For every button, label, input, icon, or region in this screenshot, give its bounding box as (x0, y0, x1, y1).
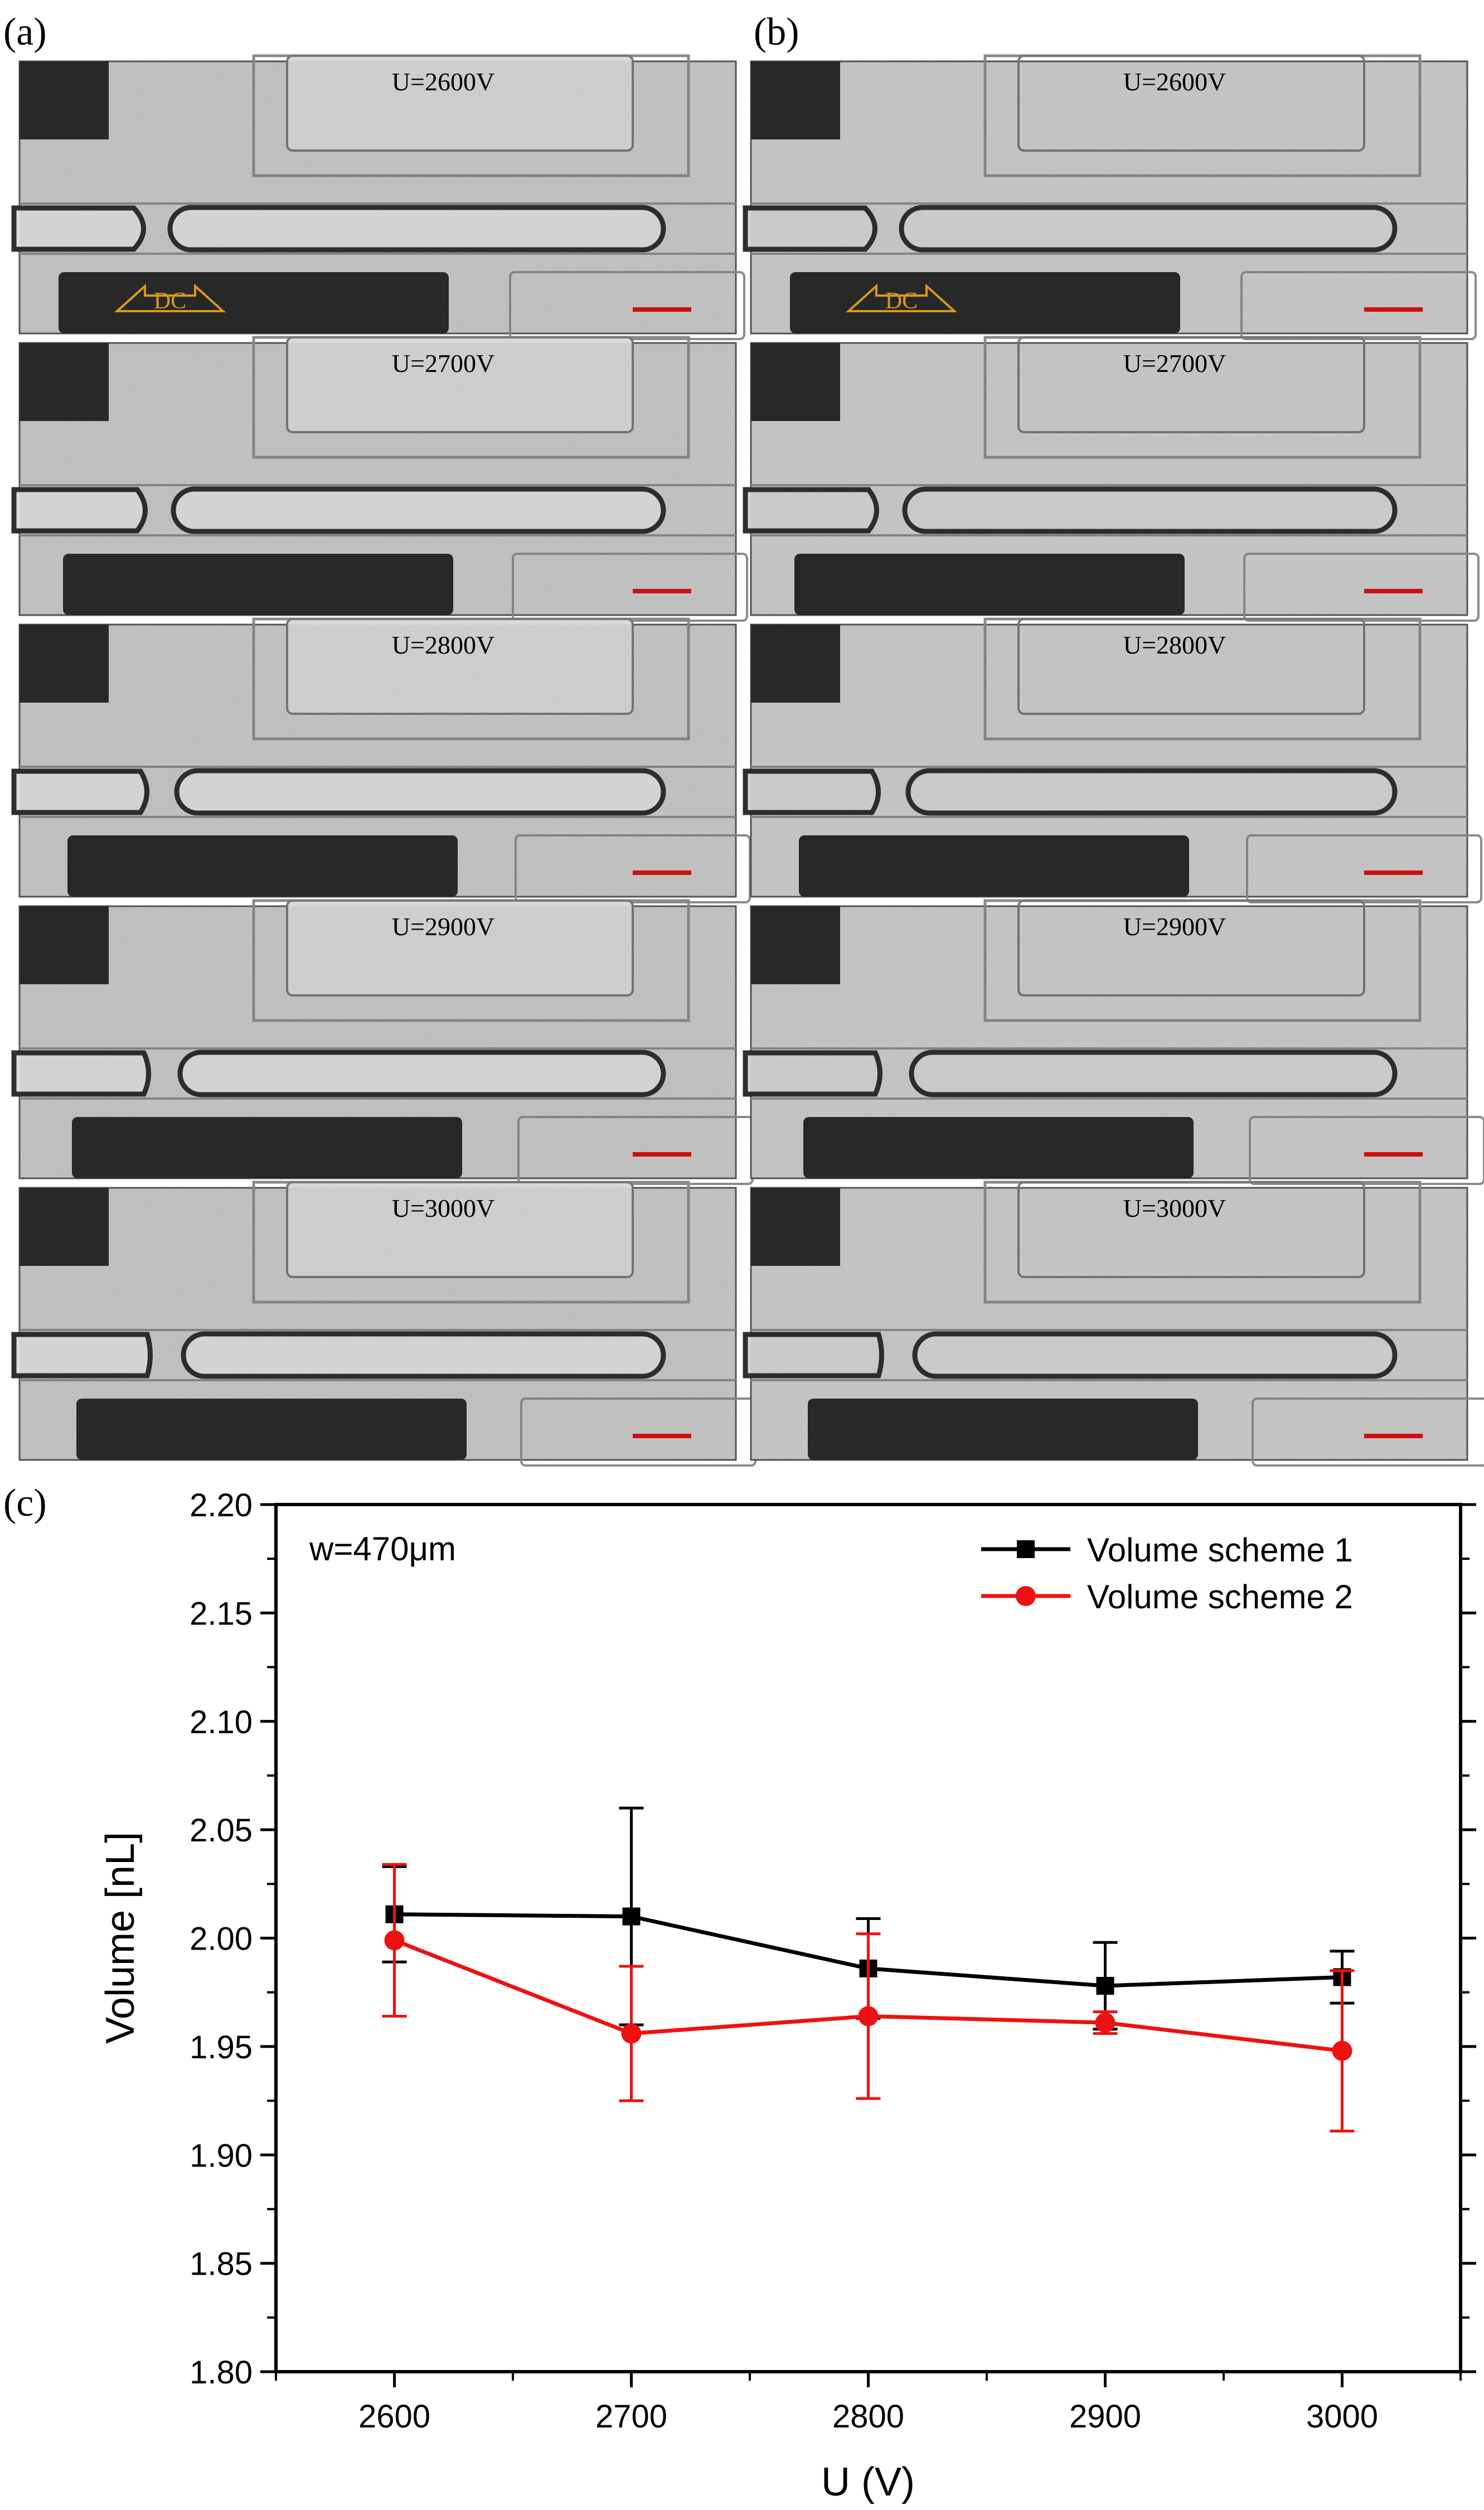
micrograph-a-4: U=3000V (11, 1181, 756, 1467)
panel-a-label: (a) (3, 11, 47, 54)
annotation-width: w=470μm (309, 1530, 456, 1568)
voltage-label: U=3000V (392, 1194, 494, 1222)
dc-label: DC (885, 288, 918, 314)
voltage-label: U=3000V (1123, 1194, 1226, 1222)
voltage-label: U=2600V (1123, 67, 1226, 96)
scale-bar (1364, 870, 1423, 875)
data-point (1096, 1977, 1114, 1995)
y-axis-label: Volume [nL] (98, 1832, 143, 2044)
x-axis-label: U (V) (821, 2460, 915, 2504)
micrograph-a-2: U=2800V (11, 617, 751, 903)
voltage-label: U=2700V (1123, 349, 1226, 378)
y-tick-label: 2.20 (190, 1487, 253, 1524)
micrograph-b-2: U=2800V (743, 617, 1482, 903)
panel-b-label: (b) (754, 11, 799, 54)
texture-overlay (20, 61, 736, 333)
panel-c-label: (c) (3, 1482, 47, 1525)
x-tick-label: 2800 (832, 2398, 904, 2435)
dc-label: DC (154, 288, 186, 314)
scale-bar (633, 870, 691, 875)
legend: Volume scheme 1 Volume scheme 2 (981, 1531, 1353, 1616)
texture-overlay (751, 343, 1467, 615)
texture-overlay (751, 625, 1467, 897)
scale-bar (1364, 1152, 1423, 1157)
y-tick-label: 2.10 (190, 1704, 253, 1740)
texture-overlay (751, 906, 1467, 1178)
micrograph-a-1: U=2700V (11, 336, 748, 622)
y-tick-label: 1.95 (190, 2029, 253, 2066)
data-point (858, 2006, 879, 2027)
data-point (621, 2023, 642, 2044)
micrograph-a-3: U=2900V (11, 899, 754, 1185)
voltage-label: U=2800V (392, 631, 494, 659)
scale-bar (633, 307, 691, 312)
legend-marker (1017, 1540, 1035, 1558)
texture-overlay (20, 625, 736, 897)
micrograph-b-4: U=3000V (743, 1181, 1484, 1467)
y-tick-label: 1.90 (190, 2137, 253, 2174)
legend-label: Volume scheme 1 (1087, 1531, 1353, 1569)
voltage-label: U=2600V (392, 67, 494, 96)
dc-arrow-icon (845, 283, 958, 312)
scale-bar (1364, 1434, 1423, 1438)
texture-overlay (20, 906, 736, 1178)
texture-overlay (751, 1188, 1467, 1460)
legend-marker (1016, 1586, 1036, 1606)
y-tick-label: 1.80 (190, 2354, 253, 2391)
scale-bar (1364, 589, 1423, 593)
data-point (1095, 2013, 1116, 2033)
panel-b-micrographs: U=2600V DC U=2700V U=2800V U=2900V U=3000V (743, 54, 1484, 1467)
series-2 (382, 1863, 1355, 2132)
y-tick-label: 1.85 (190, 2246, 253, 2282)
dc-arrow-icon (114, 283, 226, 312)
x-tick-label: 3000 (1306, 2398, 1378, 2435)
y-tick-label: 2.00 (190, 1921, 253, 1957)
texture-overlay (751, 61, 1467, 333)
legend-label: Volume scheme 2 (1087, 1578, 1353, 1616)
y-tick-label: 2.05 (190, 1812, 253, 1849)
micrograph-b-0: U=2600V DC (743, 54, 1477, 340)
x-tick-label: 2600 (358, 2398, 430, 2435)
data-point (1332, 2040, 1352, 2061)
voltage-label: U=2700V (392, 349, 494, 378)
data-point (384, 1930, 405, 1951)
y-tick-label: 2.15 (190, 1595, 253, 1632)
voltage-label: U=2800V (1123, 631, 1226, 659)
scale-bar (633, 589, 691, 593)
voltage-label: U=2900V (392, 912, 494, 941)
scale-bar (633, 1434, 691, 1438)
texture-overlay (20, 1188, 736, 1460)
voltage-label: U=2900V (1123, 912, 1226, 941)
micrograph-b-1: U=2700V (743, 336, 1480, 622)
texture-overlay (20, 343, 736, 615)
volume-chart: 2600 2700 2800 2900 3000 1.80 1.85 1.90 1.95 2.00… (98, 1487, 1476, 2504)
micrograph-b-3: U=2900V (743, 899, 1484, 1185)
micrograph-a-0: U=2600V DC (11, 54, 745, 340)
scale-bar (1364, 307, 1423, 312)
panel-a-micrographs: U=2600V DC U=2700V U=2800V U=2900V U=3000V (11, 54, 756, 1467)
data-point (622, 1907, 641, 1926)
x-tick-label: 2700 (595, 2398, 667, 2435)
scale-bar (633, 1152, 691, 1157)
x-tick-label: 2900 (1069, 2398, 1141, 2435)
